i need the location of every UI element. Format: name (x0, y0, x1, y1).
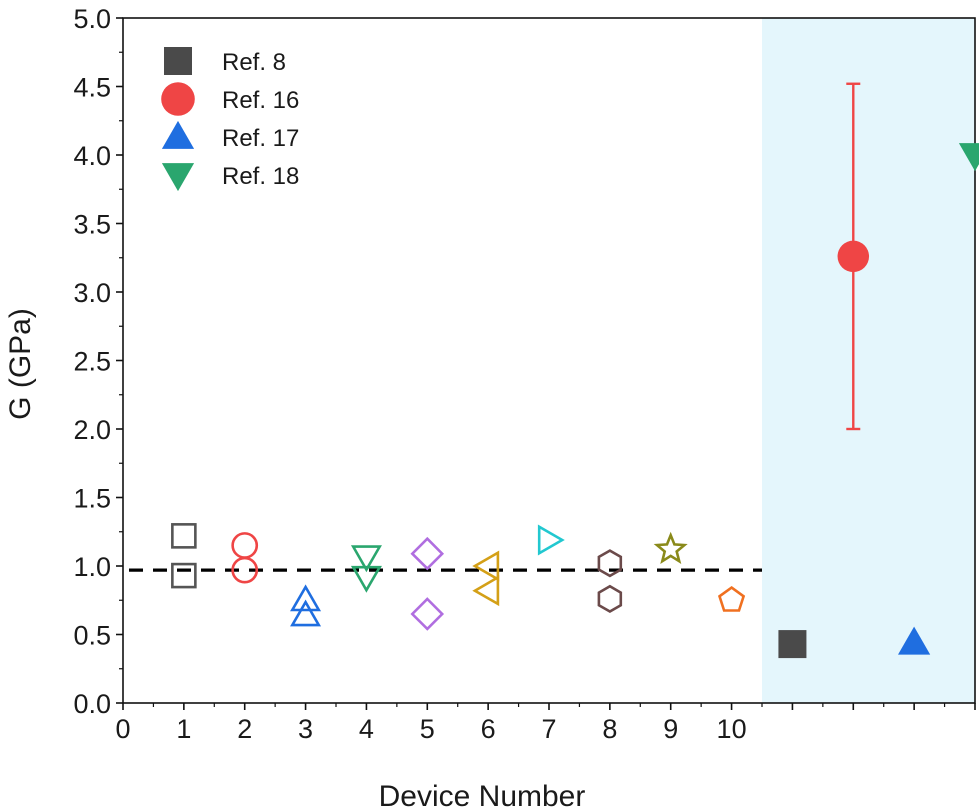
legend-label: Ref. 17 (222, 125, 299, 152)
device-1-square-marker (171, 562, 197, 589)
device-8-hexagon-marker (597, 549, 623, 578)
y-tick-label: 1.0 (73, 552, 111, 582)
device-2-circle-marker (231, 532, 259, 559)
legend-label: Ref. 16 (222, 87, 299, 114)
reference-data-points (778, 82, 979, 659)
device-6-triangle-left-marker (472, 550, 500, 582)
x-tick-label: 4 (359, 714, 374, 744)
legend-circle-marker (161, 82, 195, 116)
x-tick-label: 9 (663, 714, 678, 744)
y-tick-label: 2.0 (73, 415, 111, 445)
y-tick-label: 3.5 (73, 210, 111, 240)
device-4-triangle-down-marker (350, 565, 382, 593)
ref-8-marker (778, 630, 807, 659)
x-tick-label: 0 (115, 714, 130, 744)
shaded-reference-region (762, 18, 975, 703)
x-tick-label: 7 (541, 714, 556, 744)
x-tick-label: 2 (237, 714, 252, 744)
x-tick-label: 1 (176, 714, 191, 744)
shaded-region (762, 18, 975, 703)
ref-16-marker (837, 240, 870, 273)
device-2-circle-marker (231, 556, 259, 584)
legend-label: Ref. 8 (222, 49, 286, 76)
device-8-hexagon-marker (597, 584, 623, 613)
y-tick-label: 2.5 (73, 347, 111, 377)
legend-triangle-down-marker (161, 163, 195, 192)
x-axis-ticks: 0 1 2 3 4 5 6 7 8 9 10 (115, 703, 976, 744)
ref-18-marker (958, 143, 979, 172)
legend: Ref. 8 Ref. 16 Ref. 17 Ref. 18 (161, 47, 299, 192)
device-data-points (171, 523, 746, 631)
y-tick-label: 0.0 (73, 689, 111, 719)
y-axis-ticks: 0.0 0.5 1.0 1.5 2.0 2.5 3.0 3.5 4.0 4.5 5.0 (73, 4, 123, 719)
y-axis-label: G (GPa) (4, 308, 37, 420)
device-6-triangle-left-marker (472, 575, 500, 607)
y-tick-label: 1.5 (73, 484, 111, 514)
legend-label: Ref. 18 (222, 163, 299, 190)
y-tick-label: 3.0 (73, 278, 111, 308)
device-4-triangle-down-marker (350, 545, 382, 573)
device-3-triangle-up-marker (290, 584, 322, 612)
device-7-triangle-right-marker (537, 524, 565, 556)
legend-square-marker (164, 47, 192, 75)
x-tick-label: 10 (717, 714, 747, 744)
y-tick-label: 4.0 (73, 141, 111, 171)
y-tick-label: 0.5 (73, 621, 111, 651)
x-tick-label: 5 (420, 714, 435, 744)
device-10-pentagon-marker (717, 585, 746, 612)
ref-17-marker (898, 626, 931, 655)
device-1-square-marker (171, 523, 197, 549)
x-axis-label: Device Number (379, 780, 586, 811)
y-tick-label: 4.5 (73, 73, 111, 103)
x-tick-label: 3 (298, 714, 313, 744)
x-tick-label: 8 (602, 714, 617, 744)
device-5-diamond-marker (410, 597, 445, 631)
y-tick-label: 5.0 (73, 4, 111, 34)
x-tick-label: 6 (481, 714, 496, 744)
device-9-star-marker (653, 531, 688, 565)
device-5-diamond-marker (410, 536, 445, 571)
device-3-triangle-up-marker (290, 599, 322, 627)
legend-triangle-up-marker (161, 120, 195, 149)
